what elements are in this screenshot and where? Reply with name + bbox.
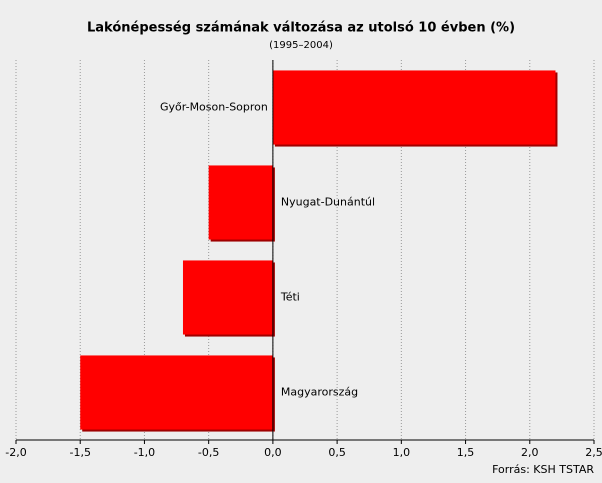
x-tick-label: -2,0 — [5, 446, 26, 459]
bar — [182, 260, 273, 335]
x-tick-label: 1,0 — [393, 446, 411, 459]
x-tick-label: 2,0 — [521, 446, 539, 459]
category-label: Győr-Moson-Sopron — [160, 101, 268, 114]
category-label: Téti — [280, 291, 300, 304]
category-label: Magyarország — [281, 386, 358, 399]
bar — [208, 165, 273, 240]
source: Forrás: KSH TSTAR — [492, 463, 594, 476]
x-tick-label: -0,5 — [198, 446, 219, 459]
x-tick-label: 0,0 — [264, 446, 282, 459]
chart-title: Lakónépesség számának változása az utols… — [87, 21, 515, 36]
x-tick-label: -1,5 — [69, 446, 90, 459]
bar — [272, 70, 556, 145]
x-tick-label: 1,5 — [457, 446, 475, 459]
category-label: Nyugat-Dunántúl — [281, 196, 375, 209]
x-tick-label: 2,5 — [585, 446, 602, 459]
x-tick-label: 0,5 — [328, 446, 346, 459]
bar — [80, 355, 273, 430]
x-tick-label: -1,0 — [134, 446, 155, 459]
chart-subtitle: (1995–2004) — [269, 40, 333, 51]
